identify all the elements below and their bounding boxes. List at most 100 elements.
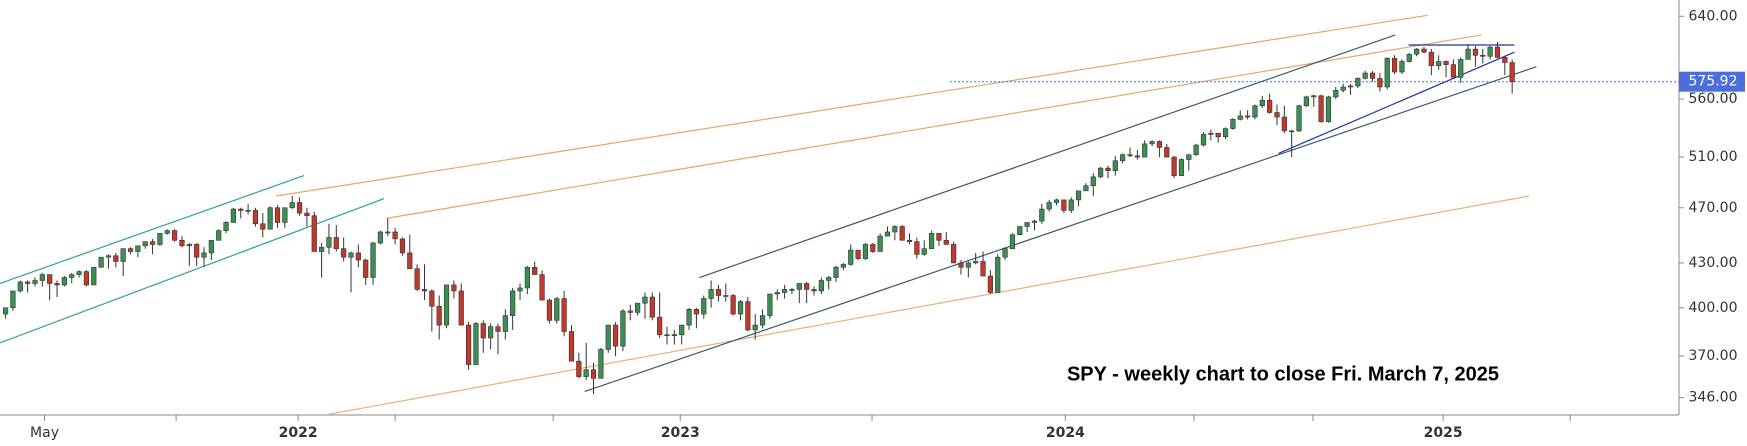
candle-body <box>517 287 523 292</box>
candle-body <box>1053 199 1060 203</box>
candle-body <box>671 334 677 337</box>
candle-body <box>83 271 90 286</box>
candle-body <box>1120 154 1126 162</box>
candle-body <box>1377 78 1383 88</box>
candle-body <box>39 274 45 281</box>
candle-body <box>238 208 244 211</box>
candle-body <box>172 230 178 241</box>
candle-body <box>862 244 869 259</box>
candle-body <box>818 280 824 292</box>
candle-body <box>1480 54 1486 57</box>
candle-body <box>973 261 979 264</box>
candle-body <box>561 298 567 332</box>
candle-body <box>230 208 237 223</box>
candle-body <box>1428 51 1434 66</box>
candle-body <box>421 289 428 292</box>
candle-body <box>245 210 251 212</box>
candle-body <box>289 202 295 209</box>
candle-body <box>995 256 1001 293</box>
candle-body <box>546 299 553 321</box>
candle-body <box>179 239 185 247</box>
candle-body <box>1156 141 1163 148</box>
candle-body <box>657 316 663 336</box>
candle-body <box>796 283 802 290</box>
candle-body <box>1068 199 1074 211</box>
candle-body <box>951 244 957 264</box>
candle-body <box>1340 86 1346 91</box>
candle-body <box>1274 112 1280 118</box>
candle-body <box>17 281 23 292</box>
candle-body <box>921 248 927 255</box>
candle-body <box>1325 96 1332 122</box>
candle-body <box>877 235 883 252</box>
candle-body <box>1171 156 1177 176</box>
candle-body <box>1494 46 1501 58</box>
candle-body <box>429 290 435 307</box>
candle-body <box>635 302 641 313</box>
candle-body <box>789 289 795 291</box>
candle-body <box>715 289 722 296</box>
candle-body <box>759 315 766 326</box>
candle-body <box>737 301 744 315</box>
candle-body <box>1369 72 1376 79</box>
candle-body <box>701 298 707 315</box>
candle-body <box>1098 167 1104 178</box>
candle-body <box>1333 89 1339 98</box>
candle-body <box>576 360 582 377</box>
candle-body <box>1024 222 1030 227</box>
candles <box>2 41 1515 395</box>
candle-body <box>987 275 993 293</box>
candle-body <box>892 226 898 233</box>
candle-body <box>458 290 464 326</box>
candle-body <box>495 326 501 332</box>
candle-body <box>135 245 141 252</box>
candle-body <box>1222 128 1229 138</box>
candle-body <box>686 309 692 326</box>
trendline <box>386 34 1482 219</box>
candle-body <box>833 266 839 278</box>
candle-body <box>502 315 508 332</box>
candle-body <box>1502 57 1508 63</box>
candle-body <box>958 262 964 268</box>
candle-body <box>76 271 82 275</box>
candle-body <box>1134 155 1140 158</box>
candle-body <box>355 252 361 261</box>
candle-body <box>164 230 170 234</box>
candle-body <box>1450 64 1456 78</box>
candle-body <box>642 296 648 304</box>
candle-body <box>333 237 339 249</box>
y-tick-label: 510.00 <box>1689 149 1738 165</box>
candle-body <box>693 309 700 315</box>
candle-body <box>208 239 214 254</box>
trendline <box>329 195 1530 415</box>
candle-body <box>1039 208 1045 222</box>
candle-body <box>105 255 112 258</box>
candle-body <box>708 289 714 299</box>
candle-body <box>1509 62 1515 82</box>
candle-body <box>252 210 259 225</box>
candle-body <box>840 264 846 268</box>
candle-body <box>1215 132 1221 138</box>
candle-body <box>2 307 9 315</box>
candle-body <box>1046 202 1052 210</box>
y-tick-label: 346.00 <box>1689 390 1738 406</box>
candle-body <box>142 241 148 247</box>
candle-body <box>1384 58 1390 88</box>
candle-body <box>47 274 53 284</box>
candle-body <box>1487 46 1493 57</box>
candle-body <box>54 283 60 286</box>
candle-body <box>1267 99 1273 113</box>
y-tick-label: 370.00 <box>1689 348 1738 364</box>
candle-body <box>745 301 751 331</box>
trendline <box>0 175 305 285</box>
candle-body <box>113 255 119 262</box>
candle-body <box>1127 154 1133 157</box>
candle-body <box>267 207 273 230</box>
candle-body <box>414 268 420 290</box>
x-tick-label: 2024 <box>1046 425 1085 441</box>
candle-body <box>884 231 891 237</box>
candle-body <box>612 324 619 347</box>
candle-body <box>194 244 200 258</box>
candle-body <box>928 233 935 249</box>
candle-body <box>870 244 876 252</box>
